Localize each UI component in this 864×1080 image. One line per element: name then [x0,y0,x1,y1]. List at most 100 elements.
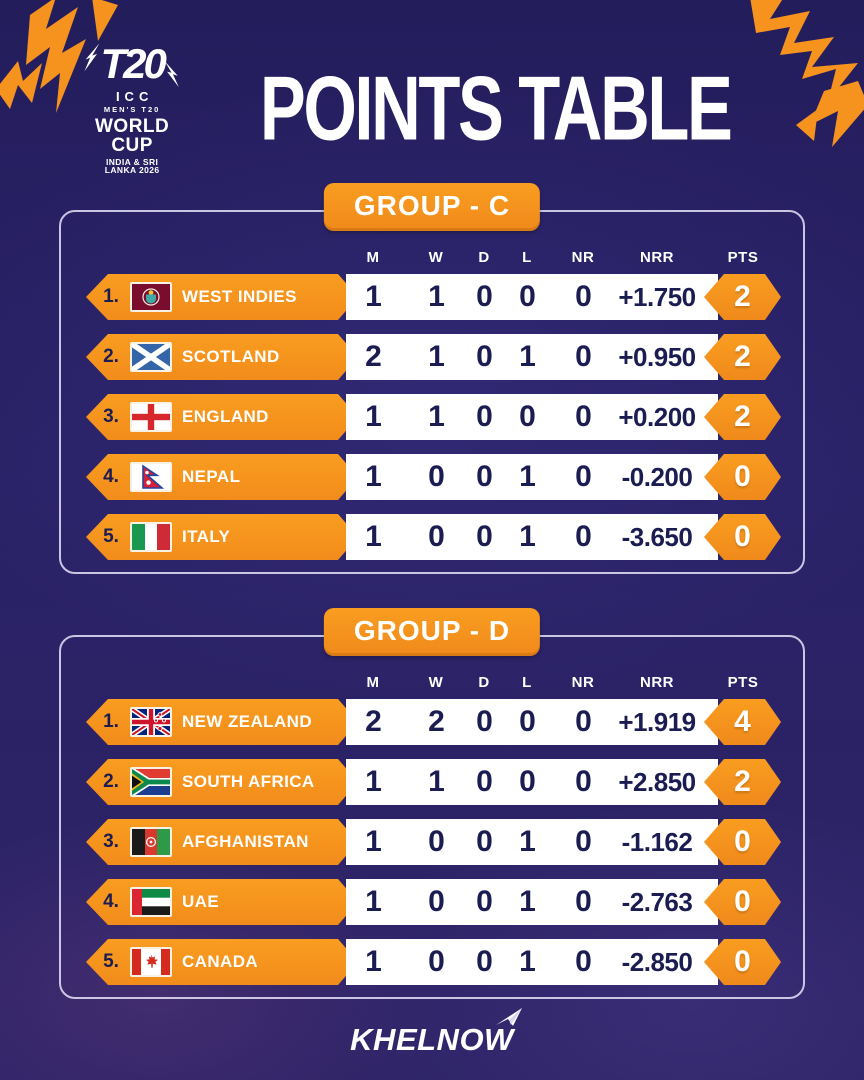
team-ribbon: 5. ITALY [86,514,358,560]
matches-value: 1 [365,460,382,493]
group-d-card: M W D L NR NRR PTS 1. NEW ZEALAND 2 2 0 … [59,635,805,999]
no-result-value: 0 [575,765,592,798]
table-row: 5. CANADA 1 0 0 1 0 -2.850 0 [86,939,781,985]
logo-icc-text: ICC [115,89,154,105]
no-result-value: 0 [575,400,592,433]
team-name: NEW ZEALAND [182,712,312,731]
t20-world-cup-logo: T20 ICC MEN'S T20 WORLD CUP INDIA & SRI … [95,43,169,175]
col-header-losses: L [522,674,532,691]
t20-logo-mark: T20 [100,40,166,88]
column-headers: M W D L NR NRR PTS [86,248,781,268]
stats-panel: 1 0 0 1 0 -2.763 [346,879,718,925]
logo-event-text: INDIA & SRI LANKA 2026 [104,156,160,176]
lightning-bolt-decoration-right [750,0,864,147]
footer: KHELNOW [0,1008,864,1058]
england-flag-icon [130,402,172,432]
wins-value: 0 [428,520,445,553]
losses-value: 1 [519,340,536,373]
west-indies-flag-icon [130,282,172,312]
nrr-value: -3.650 [621,522,693,552]
matches-value: 1 [365,885,382,918]
logo-world-cup-text: WORLD CUP [95,115,170,156]
team-ribbon: 1. NEW ZEALAND [86,699,358,745]
points-value: 2 [734,400,751,433]
losses-value: 0 [519,705,536,738]
wins-value: 2 [428,705,445,738]
matches-value: 1 [365,765,382,798]
losses-value: 1 [519,885,536,918]
points-value: 0 [734,825,751,858]
wins-value: 0 [428,945,445,978]
points-value: 0 [734,460,751,493]
nrr-value: -2.763 [621,887,693,917]
draws-value: 0 [476,945,493,978]
col-header-points: PTS [727,674,759,691]
no-result-value: 0 [575,460,592,493]
draws-value: 0 [476,765,493,798]
team-name: ITALY [182,527,231,546]
group-d-title-badge: GROUP - D [323,608,541,656]
table-row: 2. SOUTH AFRICA 1 1 0 0 0 +2.850 2 [86,759,781,805]
khelnow-logo-text: KHELNOW [350,1022,514,1057]
col-header-nrr: NRR [640,674,674,691]
wins-value: 1 [428,340,445,373]
stats-panel: 1 1 0 0 0 +2.850 [346,759,718,805]
table-row: 1. NEW ZEALAND 2 2 0 0 0 +1.919 4 [86,699,781,745]
nrr-value: -1.162 [621,827,693,857]
losses-value: 0 [519,280,536,313]
draws-value: 0 [476,340,493,373]
team-ribbon: 4. NEPAL [86,454,358,500]
draws-value: 0 [476,885,493,918]
nrr-value: +2.850 [618,767,696,797]
paper-plane-icon [495,1008,522,1026]
points-value: 2 [734,765,751,798]
scotland-flag-icon [130,342,172,372]
wins-value: 0 [428,460,445,493]
team-name: NEPAL [182,467,241,486]
wins-value: 1 [428,280,445,313]
table-row: 3. AFGHANISTAN 1 0 0 1 0 -1.162 0 [86,819,781,865]
team-ribbon: 3. ENGLAND [86,394,358,440]
rank-label: 5. [103,526,119,547]
table-row: 4. NEPAL 1 0 0 1 0 -0.200 0 [86,454,781,500]
points-value: 0 [734,520,751,553]
losses-value: 0 [519,400,536,433]
afghanistan-flag-icon [130,827,172,857]
col-header-nrr: NRR [640,249,674,266]
team-name: SOUTH AFRICA [182,772,315,791]
rank-label: 4. [103,891,119,912]
table-row: 2. SCOTLAND 2 1 0 1 0 +0.950 2 [86,334,781,380]
no-result-value: 0 [575,825,592,858]
wins-value: 1 [428,765,445,798]
points-value: 0 [734,945,751,978]
rank-label: 1. [103,286,119,307]
team-ribbon: 2. SOUTH AFRICA [86,759,358,805]
stats-panel: 2 2 0 0 0 +1.919 [346,699,718,745]
draws-value: 0 [476,520,493,553]
team-ribbon: 5. CANADA [86,939,358,985]
nepal-flag-icon [130,462,172,492]
col-header-no-result: NR [571,249,595,266]
team-ribbon: 2. SCOTLAND [86,334,358,380]
stats-panel: 1 0 0 1 0 -3.650 [346,514,718,560]
losses-value: 1 [519,825,536,858]
page-title: POINTS TABLE [260,57,733,160]
table-row: 1. WEST INDIES 1 1 0 0 0 +1.750 2 [86,274,781,320]
team-name: AFGHANISTAN [182,832,309,851]
group-c-title-badge: GROUP - C [323,183,541,231]
col-header-matches: M [366,674,380,691]
team-name: WEST INDIES [182,287,297,306]
south-africa-flag-icon [130,767,172,797]
rank-label: 5. [103,951,119,972]
no-result-value: 0 [575,705,592,738]
no-result-value: 0 [575,340,592,373]
nrr-value: +0.200 [618,402,696,432]
matches-value: 1 [365,280,382,313]
draws-value: 0 [476,400,493,433]
losses-value: 0 [519,765,536,798]
col-header-points: PTS [727,249,759,266]
rank-label: 2. [103,771,119,792]
team-ribbon: 4. UAE [86,879,358,925]
no-result-value: 0 [575,520,592,553]
col-header-wins: W [428,249,444,266]
